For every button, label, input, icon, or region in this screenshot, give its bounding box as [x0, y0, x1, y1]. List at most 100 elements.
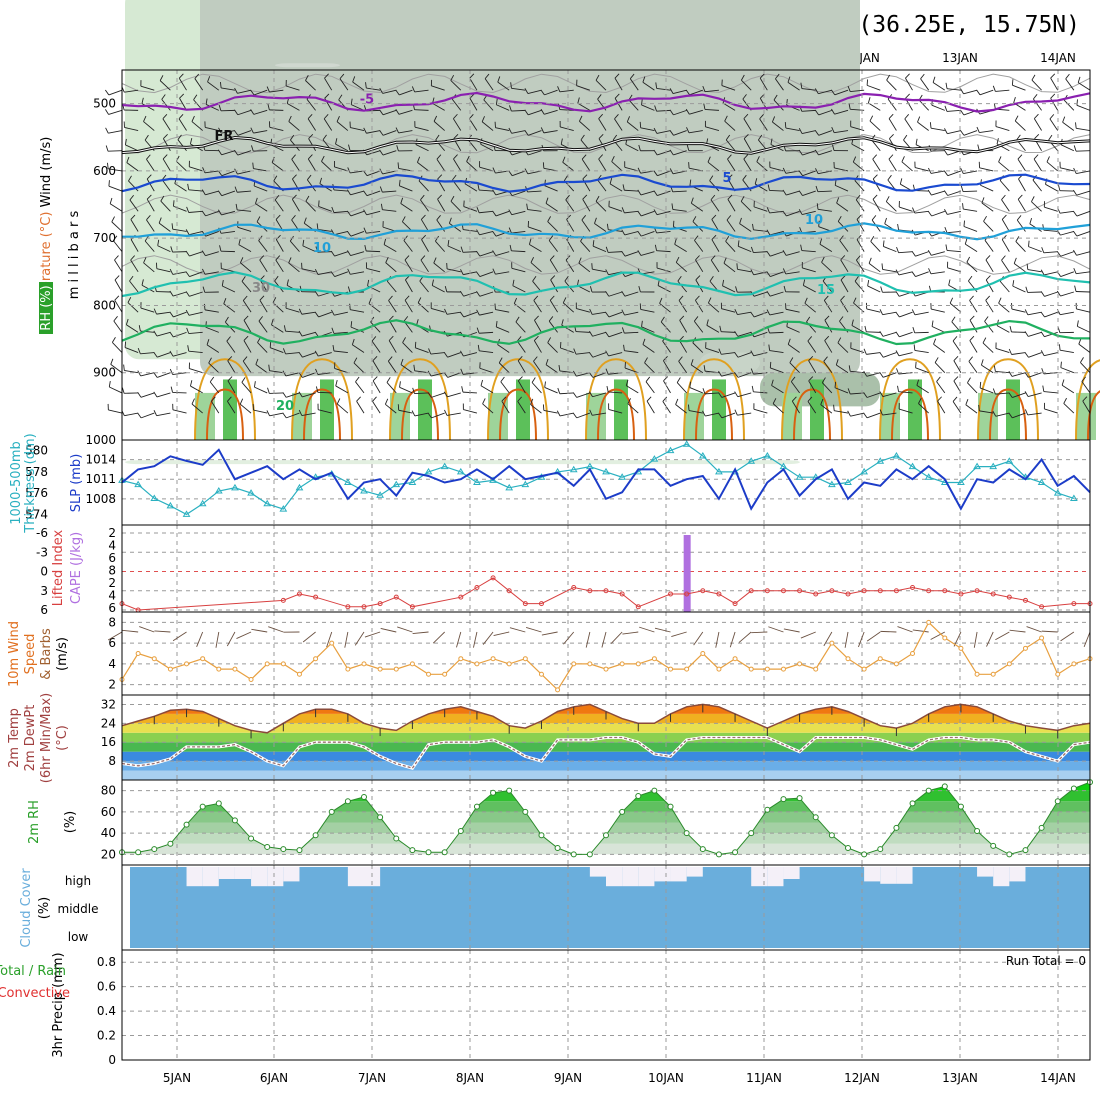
upper-wind-barb [787, 81, 800, 91]
upper-wind-barb [1078, 343, 1091, 353]
upper-wind-barb-flag [524, 109, 529, 116]
upper-wind-barb-flag [349, 303, 351, 310]
rh-point [248, 835, 255, 842]
upper-wind-barb-flag [627, 398, 631, 404]
upper-wind-barb-flag [562, 297, 567, 304]
upper-wind-barb-flag [623, 344, 625, 351]
upper-wind-barb-flag [411, 410, 416, 417]
upper-wind-barb-flag [915, 361, 917, 368]
upper-wind-barb-flag [416, 319, 419, 326]
rh-point [425, 849, 432, 856]
upper-wind-barb-flag [1056, 251, 1062, 257]
upper-wind-barb-flag [185, 271, 190, 277]
upper-wind-barb-flag [928, 167, 932, 174]
upper-wind-barb-flag [621, 327, 625, 334]
upper-wind-barb [307, 118, 316, 131]
thickness-ytick: 574 [25, 507, 48, 521]
upper-wind-barb-flag [550, 275, 556, 281]
upper-wind-barb [882, 392, 897, 398]
upper-wind-barb-flag [205, 98, 208, 105]
wind-speed-point [506, 661, 512, 667]
upper-wind-barb-flag [863, 412, 868, 419]
upper-wind-barb-flag [193, 94, 198, 100]
upper-wind-barb [414, 412, 429, 417]
upper-wind-barb [382, 170, 397, 175]
upper-wind-barb-flag [637, 167, 641, 174]
upper-wind-barb [786, 190, 800, 196]
upper-wind-barb-flag [282, 348, 286, 355]
isotherm-25-bump [781, 358, 843, 441]
upper-wind-barb-flag [669, 88, 674, 94]
upper-wind-barb-flag [864, 325, 867, 332]
upper-wind-barb-flag [839, 235, 844, 241]
cape-ytick: 6 [108, 601, 116, 615]
upper-wind-barb [1076, 104, 1091, 111]
upper-wind-barb-flag [840, 255, 846, 261]
upper-wind-barb-flag [1001, 234, 1007, 240]
upper-air-ylabel-part: RH (%) [39, 324, 54, 374]
rh-point [893, 824, 900, 831]
isotherm-30-bump [206, 388, 244, 441]
upper-wind-barb-flag [915, 138, 918, 145]
upper-wind-barb [479, 231, 494, 236]
upper-wind-barb [693, 320, 704, 333]
upper-wind-barb [559, 109, 574, 111]
upper-wind-barb [931, 308, 945, 313]
upper-wind-barb [336, 121, 349, 131]
upper-wind-barb [1043, 251, 1058, 254]
upper-wind-barb [206, 344, 220, 353]
upper-wind-barb [899, 206, 913, 212]
upper-wind-barb [386, 382, 397, 394]
upper-wind-barb [689, 109, 703, 115]
thickness-point [360, 487, 368, 494]
upper-wind-barb [124, 89, 139, 93]
upper-wind-barb [432, 102, 445, 111]
upper-wind-barb [1015, 241, 1026, 252]
upper-wind-barb [253, 409, 268, 414]
upper-wind-barb [627, 403, 639, 414]
upper-wind-barb-flag [646, 396, 652, 402]
upper-wind-barb-flag [1073, 268, 1077, 274]
isotherm-30-bump [597, 388, 635, 441]
upper-wind-barb [559, 392, 574, 395]
upper-wind-barb-flag [202, 286, 206, 293]
upper-wind-barb-flag [105, 127, 109, 134]
upper-wind-barb-flag [497, 76, 501, 83]
upper-wind-barb-flag [201, 250, 206, 256]
upper-wind-barb-flag [800, 82, 803, 89]
surface-wind-barb [995, 631, 1010, 641]
upper-wind-barb [804, 302, 817, 313]
upper-wind-barb-flag [319, 177, 323, 184]
upper-wind-barb [159, 80, 171, 91]
upper-wind-barb-flag [888, 154, 894, 160]
upper-wind-barb [511, 109, 526, 112]
upper-wind-barb [446, 311, 461, 315]
upper-wind-barb-flag [191, 115, 195, 122]
wind-speed-point [603, 666, 609, 672]
upper-wind-barb-flag [160, 195, 165, 202]
upper-wind-barb-flag [159, 75, 164, 81]
upper-wind-barb-flag [185, 291, 190, 297]
upper-wind-barb [237, 109, 252, 116]
upper-wind-barb-flag [1033, 94, 1038, 100]
upper-wind-barb-flag [1073, 189, 1077, 196]
upper-wind-barb-flag [460, 269, 464, 275]
upper-wind-barb-flag [161, 94, 166, 100]
upper-wind-barb [414, 392, 429, 395]
upper-wind-barb-flag [452, 174, 457, 181]
upper-wind-barb-flag [169, 290, 174, 297]
upper-wind-barb [479, 189, 494, 192]
temp-band-5 [122, 723, 1090, 733]
upper-wind-barb-flag [444, 308, 448, 315]
surface-wind-barb [783, 628, 800, 633]
upper-wind-barb-flag [905, 93, 910, 99]
wind-speed-point [571, 661, 577, 667]
upper-wind-barb [834, 89, 849, 96]
upper-wind-barb-flag [879, 309, 884, 315]
rh-ylabel-1: 2m RH [27, 800, 42, 844]
cloud-ylabel-1: Cloud Cover [19, 868, 34, 948]
upper-wind-barb-flag [1016, 215, 1022, 221]
upper-wind-barb-flag [274, 275, 279, 282]
cloud-high-gap [638, 867, 655, 887]
upper-wind-barb [172, 228, 187, 232]
